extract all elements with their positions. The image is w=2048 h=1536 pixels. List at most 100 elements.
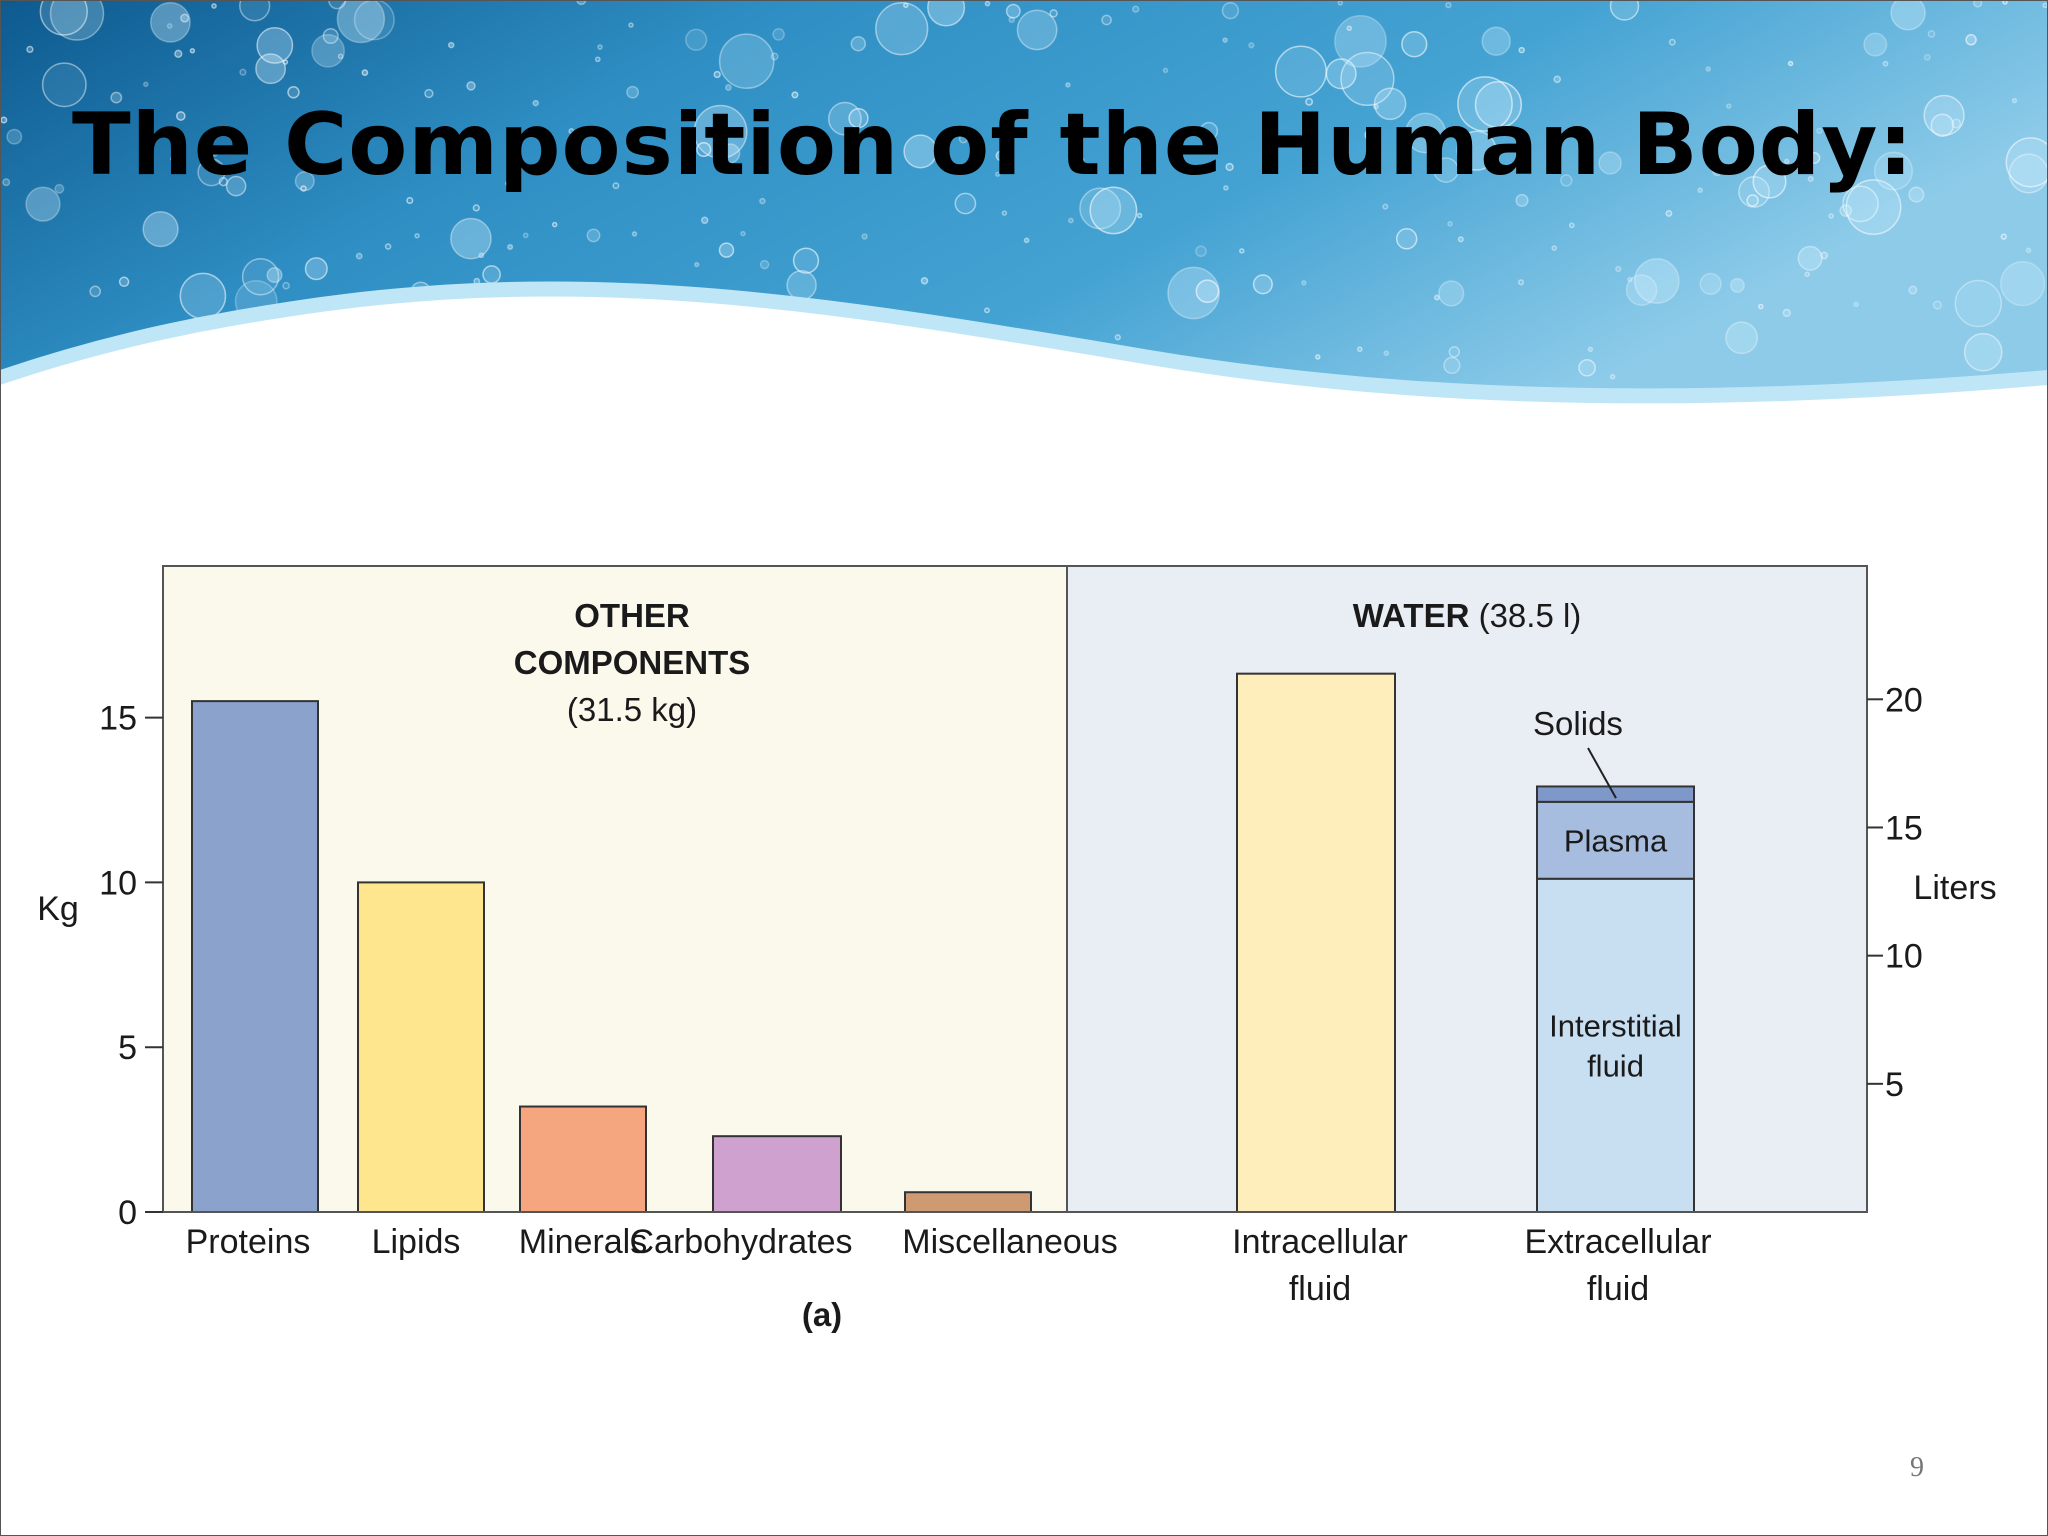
bubble [1383, 350, 1390, 357]
bubble [1481, 26, 1511, 56]
bubble [1587, 346, 1594, 353]
bubble [1515, 193, 1529, 207]
other-heading-line3: (31.5 kg) [567, 691, 697, 728]
bubble [0, 116, 8, 124]
right-tick-label-10: 10 [1885, 938, 1923, 976]
bubble [1239, 248, 1245, 254]
bubble [466, 81, 476, 91]
bubble [1863, 32, 1888, 57]
bubble [1820, 251, 1829, 260]
water-bubbles-banner [0, 0, 2048, 404]
bubble [631, 231, 638, 237]
bubble [1882, 60, 1889, 67]
segment-label-solids: Solids [1533, 705, 1623, 742]
bar-segment-interstitial-fluid [1536, 877, 1695, 1213]
bubble [1274, 45, 1327, 98]
bubble [361, 69, 369, 76]
bar-segment-plasma [1536, 800, 1695, 880]
bubble [1758, 303, 1764, 310]
bubble [1932, 300, 1942, 310]
bubble [628, 22, 634, 28]
bubble [720, 143, 741, 164]
bubble [174, 49, 183, 58]
bubble [353, 0, 395, 41]
bubble [266, 267, 283, 284]
bubble [1951, 118, 1962, 129]
bar-proteins [191, 700, 319, 1213]
bubble [1828, 213, 1834, 219]
other-heading-line2: COMPONENTS [514, 644, 751, 681]
bubble [994, 171, 1001, 177]
bubble [954, 192, 977, 215]
category-label-lipids: Lipids [372, 1223, 461, 1261]
bubble [41, 62, 87, 108]
bubble [1699, 272, 1722, 296]
bubble [1457, 162, 1464, 170]
bubble [1433, 157, 1459, 183]
bubble [1078, 157, 1085, 163]
bubble [1578, 358, 1596, 377]
bubble [256, 26, 294, 64]
bubble [685, 28, 708, 51]
bubble [255, 53, 287, 85]
bubble [1005, 3, 1021, 19]
bubble [1136, 212, 1143, 219]
bubble [700, 216, 709, 225]
bubble [424, 88, 434, 99]
bubble [2025, 247, 2032, 254]
bubble [239, 68, 247, 76]
left-tick-label-10: 10 [99, 864, 137, 902]
other-heading-line1: OTHER [574, 597, 690, 634]
bubble [693, 104, 748, 159]
bubble [507, 243, 514, 251]
bubble [175, 111, 186, 121]
bubble [6, 128, 23, 145]
left-tick-label-5: 5 [118, 1029, 137, 1067]
slide-title: The Composition of the Human Body: [72, 95, 1914, 195]
left-tick-label-0: 0 [118, 1194, 137, 1232]
bubble [1395, 228, 1418, 250]
bubble [1633, 258, 1680, 304]
bar-carbohydrates [712, 1135, 842, 1213]
bubble [1008, 16, 1016, 24]
bubble [719, 119, 726, 125]
bubble [337, 53, 344, 60]
category-label-intracellular-line1: Intracellular [1232, 1223, 1408, 1261]
bubble [384, 243, 392, 250]
segment-label-plasma-1: Plasma [1564, 823, 1668, 858]
category-label-extracellular-line1: Extracellular [1524, 1223, 1711, 1261]
bubble [597, 44, 603, 50]
bar-minerals [519, 1105, 647, 1214]
bubble [1768, 160, 1777, 169]
segment-label-interstitial-fluid-1: Interstitial [1549, 1008, 1682, 1043]
bubble [532, 99, 539, 107]
bubble [1705, 66, 1712, 72]
bubble [414, 232, 420, 239]
bubble [551, 221, 558, 228]
bubble [197, 158, 226, 187]
bubble [1973, 0, 1983, 8]
bubble [241, 258, 280, 296]
bubble [282, 59, 289, 65]
bubble [1448, 346, 1461, 358]
bubble [713, 70, 721, 79]
bubble [718, 33, 775, 90]
bubble [142, 210, 179, 248]
bubble [1787, 60, 1794, 67]
bar-lipids [357, 881, 485, 1213]
bubble [447, 41, 455, 49]
bubble [1560, 174, 1573, 187]
bubble [2011, 97, 2018, 104]
bubble [770, 52, 779, 61]
bubble [1615, 265, 1622, 273]
bubble [1752, 164, 1787, 199]
bar-segment-solids [1536, 785, 1695, 803]
bubble [1625, 274, 1658, 306]
bubble [1816, 127, 1823, 135]
bubble [1873, 151, 1914, 191]
bubble [1457, 236, 1464, 243]
bubble [759, 197, 766, 205]
bubble [1101, 14, 1112, 26]
water-heading-bold: WATER [1353, 597, 1470, 634]
